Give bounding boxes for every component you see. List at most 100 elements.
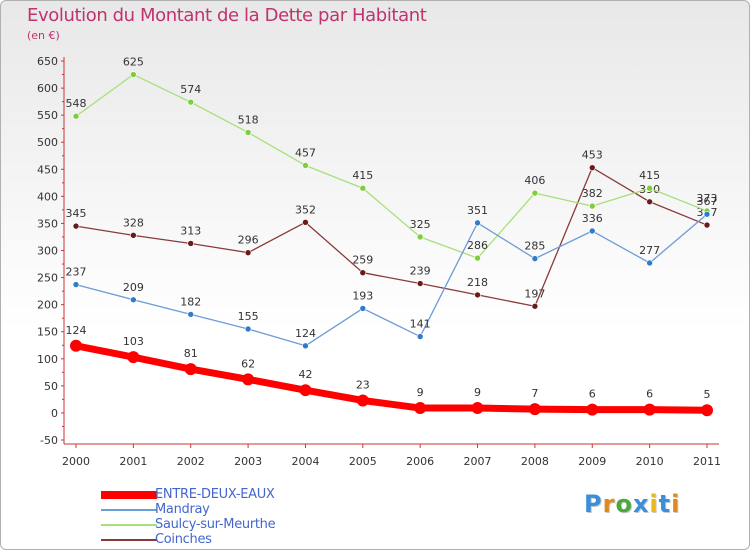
chart-title: Evolution du Montant de la Dette par Hab…: [27, 5, 427, 26]
series-line-saulcy-sur-meurthe: [75, 73, 708, 259]
data-point: [531, 302, 539, 310]
data-point: [127, 351, 140, 364]
data-point: [703, 210, 711, 218]
logo-letter: i: [671, 490, 681, 518]
data-point: [531, 255, 539, 262]
x-tick-label: 2010: [636, 455, 664, 468]
data-point: [302, 162, 309, 169]
data-label: 296: [238, 234, 259, 247]
data-point: [474, 219, 481, 227]
data-label: 518: [238, 113, 259, 126]
data-point: [703, 221, 711, 229]
x-tick-label: 2009: [578, 455, 606, 468]
data-point: [130, 232, 137, 239]
data-point: [130, 71, 137, 78]
legend-swatch: [101, 523, 157, 526]
data-label: 457: [295, 146, 316, 159]
data-point: [302, 342, 309, 350]
legend-swatch: [101, 490, 157, 499]
y-tick-label: 50: [44, 380, 58, 393]
data-label: 352: [295, 203, 316, 216]
data-point: [588, 202, 596, 210]
data-point: [414, 402, 427, 415]
logo-letter: x: [632, 490, 650, 518]
y-tick-label: 250: [37, 272, 58, 285]
data-label: 313: [180, 224, 201, 237]
legend-label: Mandray: [155, 502, 210, 517]
data-label: 81: [184, 347, 198, 360]
data-label: 141: [410, 318, 431, 331]
y-tick-label: 550: [37, 109, 58, 122]
data-label: 373: [697, 192, 718, 205]
data-label: 285: [524, 240, 545, 253]
data-label: 62: [241, 357, 255, 370]
data-point: [588, 164, 596, 171]
data-label: 325: [410, 218, 431, 231]
data-point: [643, 403, 656, 416]
data-label: 367: [697, 195, 718, 208]
x-tick-label: 2006: [406, 455, 434, 468]
data-label: 182: [180, 295, 201, 308]
y-tick-label: 350: [37, 217, 58, 230]
data-label: 453: [582, 149, 603, 162]
data-label: 415: [639, 169, 660, 182]
y-tick-label: -50: [40, 434, 58, 447]
data-label: 193: [352, 289, 373, 302]
data-point: [187, 98, 195, 106]
data-point: [244, 325, 252, 333]
series-line-coinches: [75, 167, 708, 307]
data-point: [72, 222, 80, 230]
legend-item: Saulcy-sur-Meurthe: [101, 517, 276, 532]
data-point: [184, 363, 197, 376]
data-label: 9: [474, 386, 481, 399]
data-point: [187, 240, 195, 247]
y-tick-label: 400: [37, 190, 58, 203]
data-point: [474, 291, 481, 299]
y-tick-label: 200: [37, 299, 58, 312]
logo-letter: i: [649, 490, 659, 518]
legend-item: Mandray: [101, 502, 275, 517]
data-label: 406: [524, 174, 545, 187]
data-point: [244, 249, 252, 256]
data-point: [356, 394, 369, 407]
x-tick-label: 2000: [62, 455, 90, 468]
data-label: 574: [180, 83, 201, 96]
x-tick-label: 2011: [693, 455, 721, 468]
data-point: [474, 254, 481, 262]
y-tick-label: 100: [37, 353, 58, 366]
data-point: [416, 280, 424, 287]
data-label: 382: [582, 187, 603, 200]
legend-label: Coinches: [155, 532, 212, 547]
data-label: 548: [66, 97, 87, 110]
x-tick-label: 2008: [521, 455, 549, 468]
data-point: [299, 384, 312, 397]
data-point: [588, 227, 596, 235]
data-label: 351: [467, 204, 488, 217]
data-point: [359, 305, 367, 312]
data-point: [701, 404, 713, 417]
logo-letter: t: [658, 490, 672, 518]
data-label: 23: [356, 378, 370, 391]
x-tick-label: 2002: [177, 455, 205, 468]
data-label: 259: [352, 254, 373, 267]
data-point: [528, 403, 541, 416]
data-label: 6: [646, 388, 653, 401]
proxiti-logo: Proxiti: [584, 490, 680, 518]
data-label: 42: [298, 368, 312, 381]
data-label: 218: [467, 276, 488, 289]
legend-label: Saulcy-sur-Meurthe: [155, 517, 276, 532]
data-point: [586, 403, 599, 416]
chart-legend: ENTRE-DEUX-EAUX Mandray Saulcy-sur-Meurthe…: [101, 487, 276, 547]
data-label: 277: [639, 244, 660, 257]
data-point: [531, 189, 539, 197]
x-tick-label: 2003: [234, 455, 262, 468]
data-label: 124: [66, 324, 87, 337]
data-point: [187, 311, 195, 318]
y-tick-label: 150: [37, 326, 58, 339]
data-label: 328: [123, 216, 144, 229]
data-point: [72, 281, 80, 288]
legend-label: ENTRE-DEUX-EAUX: [155, 487, 275, 502]
x-tick-label: 2001: [119, 455, 147, 468]
y-tick-label: 500: [37, 136, 58, 149]
